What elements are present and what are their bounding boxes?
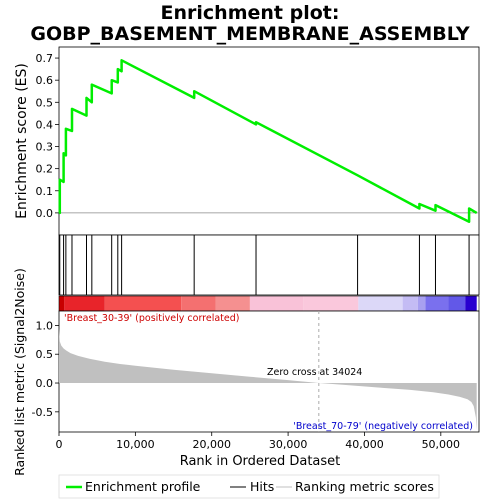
metric-y-tick-label: -0.5 [32, 406, 53, 419]
x-tick-label: 20,000 [192, 438, 231, 451]
es-y-tick-label: 0.4 [36, 118, 54, 131]
heatbar-segment [465, 296, 477, 311]
heatbar-segment [303, 296, 359, 311]
legend-hits-label: Hits [250, 479, 274, 494]
legend: Enrichment profile Hits Ranking metric s… [58, 474, 440, 499]
heatbar-segment [425, 296, 449, 311]
metric-y-tick-label: 0.0 [36, 377, 54, 390]
heatbar-segment [181, 296, 216, 311]
negative-correlation-label: 'Breast_70-79' (negatively correlated) [293, 421, 473, 432]
metric-y-tick-label: 1.0 [36, 319, 54, 332]
legend-box [58, 474, 440, 499]
heatbar-segment [448, 296, 466, 311]
metric-y-axis-label: Ranked list metric (Signal2Noise) [12, 268, 27, 476]
hits-plot-area [58, 234, 480, 296]
heatbar-segment [402, 296, 418, 311]
metric-panel: -0.5 0.0 0.5 1.0 0 10,000 20,000 30,000 40,000 5… [32, 310, 480, 451]
zero-cross-label: Zero cross at 34024 [267, 367, 362, 378]
heatbar-segment [59, 296, 65, 311]
es-panel: 0.0 0.1 0.2 0.3 0.4 0.5 0.6 0.7 [36, 46, 480, 236]
ranking-heatbar [58, 295, 480, 312]
x-axis-label: Rank in Ordered Dataset [180, 454, 341, 469]
es-y-tick-label: 0.1 [36, 185, 54, 198]
x-tick-label: 50,000 [422, 438, 461, 451]
hits-panel [58, 234, 480, 296]
es-y-tick-label: 0.7 [36, 52, 54, 65]
es-y-axis-label: Enrichment score (ES) [14, 63, 30, 219]
heatbar-segment [249, 296, 304, 311]
heatbar-segment [417, 296, 426, 311]
x-tick-label: 10,000 [116, 438, 155, 451]
chart-title-line2: GOBP_BASEMENT_MEMBRANE_ASSEMBLY [30, 23, 469, 45]
x-tick-label: 0 [56, 438, 63, 451]
es-y-tick-label: 0.2 [36, 163, 54, 176]
heatbar-segment [215, 296, 250, 311]
x-tick-label: 30,000 [269, 438, 308, 451]
legend-enrichment-label: Enrichment profile [85, 479, 201, 494]
heatbar-segment [104, 296, 182, 311]
es-y-tick-label: 0.6 [36, 74, 54, 87]
heatbar-segment [358, 296, 403, 311]
es-y-tick-label: 0.5 [36, 96, 54, 109]
es-y-tick-label: 0.3 [36, 141, 54, 154]
x-tick-label: 40,000 [345, 438, 384, 451]
chart-title-line1: Enrichment plot: [161, 2, 340, 24]
es-profile-line [58, 59, 478, 223]
metric-y-tick-label: 0.5 [36, 348, 54, 361]
legend-ranking-label: Ranking metric scores [295, 479, 434, 494]
positive-correlation-label: 'Breast_30-39' (positively correlated) [64, 313, 240, 324]
es-y-tick-label: 0.0 [36, 207, 54, 220]
heatbar-segment [64, 296, 105, 311]
ranking-metric-area [59, 328, 477, 431]
